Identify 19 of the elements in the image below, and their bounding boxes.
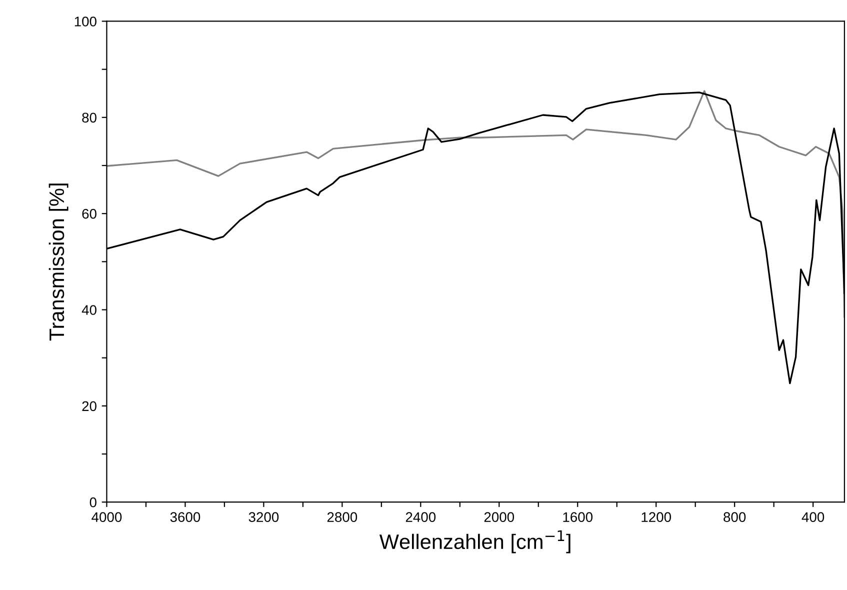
x-tick-label: 2800 xyxy=(327,512,358,522)
x-tick-label: 3600 xyxy=(170,512,200,522)
x-tick-label: 2000 xyxy=(484,512,514,522)
x-tick-label: 2400 xyxy=(406,512,436,522)
x-tick-label: 3200 xyxy=(248,512,279,522)
x-tick-label: 4000 xyxy=(92,512,122,522)
x-axis-title: Wellenzahlen [cm$^{−1}$] xyxy=(379,530,570,554)
line-series xyxy=(106,90,844,318)
x-tick-label: 400 xyxy=(802,512,824,522)
y-tick-label: 100 xyxy=(74,16,96,26)
x-tick-label: 800 xyxy=(724,512,746,522)
y-tick-label: 20 xyxy=(82,401,96,412)
x-tick-label: 1200 xyxy=(642,512,672,522)
y-tick-label: 40 xyxy=(82,305,96,315)
y-tick-label: 60 xyxy=(82,208,96,219)
y-tick-label: 80 xyxy=(82,112,96,123)
y-axis-title: Transmission [%] xyxy=(48,184,68,341)
x-tick-label: 1600 xyxy=(563,512,593,522)
y-tick-label: 0 xyxy=(90,497,96,508)
